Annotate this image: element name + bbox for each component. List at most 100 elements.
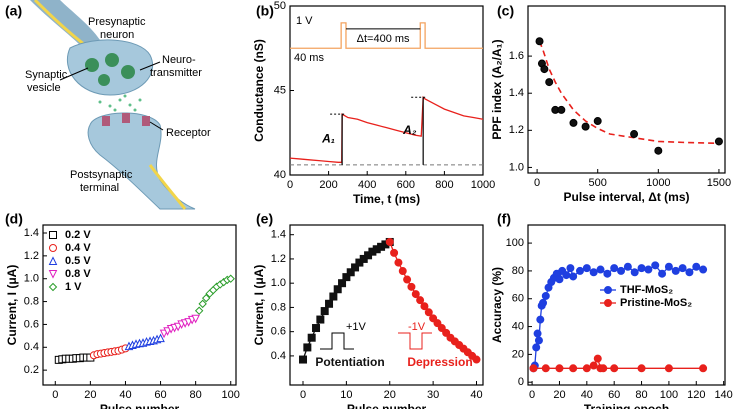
marker [557,105,566,114]
marker [603,269,612,278]
x-tick-label: 800 [435,179,453,191]
marker [156,333,165,343]
x-tick-label: 100 [222,389,240,401]
transmitters [98,94,142,112]
x-tick-label: 60 [608,389,620,401]
pointer [139,61,161,71]
marker [536,315,545,324]
marker [394,258,403,267]
marker [678,264,687,273]
marker [320,307,329,316]
marker [664,364,673,373]
y-tick-label: 1.2 [24,250,39,262]
series-label: Potentiation [315,355,384,369]
marker [333,285,342,294]
marker [582,364,591,373]
x-axis-label: Pulse number [100,402,180,409]
x-axis-label: Pulse number [347,402,427,409]
marker [541,291,550,300]
marker [420,302,429,311]
x-tick-label: 30 [427,389,439,401]
marker [566,264,575,273]
x-tick-label: 600 [397,179,415,191]
legend-marker [604,286,612,294]
receptor [142,116,150,126]
marker [534,336,543,345]
signal [33,0,86,47]
chart: (b) 0 200 400 600 800 1000 40 45 50 Time, t (ms) Co… [252,0,495,206]
label: Neuro- [162,54,196,66]
marker [201,293,211,303]
marker [714,137,723,146]
marker [596,265,605,274]
y-tick-label: 0.8 [271,301,286,313]
y-tick-label: 1.6 [509,50,524,62]
annotation: 1 V [296,15,313,27]
x-tick-label: 10 [340,389,352,401]
x-tick-label: 0 [300,389,306,401]
y-tick-label: 1.4 [271,229,286,241]
y-tick-label: 1.0 [271,277,286,289]
marker [637,264,646,273]
y-tick-label: 0.4 [271,350,286,362]
marker [226,274,235,283]
legend-marker [48,270,58,279]
y-axis-label: Current, I (μA) [5,265,19,346]
x-axis-label: Training epoch [584,402,669,409]
marker [429,314,438,323]
marker [539,298,548,307]
panel-a: (a) Presynaptic neuron Neuro- transmitte… [5,0,211,210]
marker [540,65,549,74]
series-line [289,95,484,163]
marker [699,265,708,274]
legend-label: 0.4 V [65,242,91,254]
y-tick-label: 80 [512,265,524,277]
marker [403,275,412,284]
marker [437,324,446,333]
marker [541,364,550,373]
marker [398,267,407,276]
x-tick-label: 40 [581,389,593,401]
pointer [59,67,89,81]
y-tick-label: 0.2 [24,364,39,376]
label: Postsynaptic [70,169,133,181]
marker [416,296,425,305]
y-tick-label: 1.0 [509,161,524,173]
marker [535,37,544,46]
marker [442,328,451,337]
series-line [538,40,719,145]
marker [654,146,663,155]
marker [299,355,308,364]
y-tick-label: 0 [518,376,524,388]
legend-marker [49,244,57,252]
panel-label: (f) [497,211,511,227]
marker [651,261,660,270]
panel-label: (b) [256,3,274,19]
marker [407,282,416,291]
plot-frame [289,5,484,176]
marker [699,364,708,373]
x-tick-label: 200 [319,179,337,191]
y-tick-label: 45 [274,84,286,96]
x-tick-label: 1000 [646,177,670,189]
vesicle [121,65,135,79]
presynaptic-bulb [66,39,153,96]
annotation: Δt=400 ms [357,33,410,45]
marker [692,262,701,271]
x-axis-label: Time, t (ms) [353,192,420,206]
marker [630,130,639,139]
x-tick-label: 0 [287,179,293,191]
legend-label: 1 V [65,281,82,293]
legend-marker [604,299,612,307]
plot-frame [527,224,726,386]
marker [385,237,394,246]
chart: (f)020406080100120140020406080100Trainin… [490,211,733,409]
marker [671,266,680,275]
marker [532,343,541,352]
marker [589,268,598,277]
marker [562,271,571,280]
label: vesicle [27,82,61,94]
label: Synaptic [25,69,68,81]
y-tick-label: 1.0 [24,273,39,285]
marker [411,290,420,299]
